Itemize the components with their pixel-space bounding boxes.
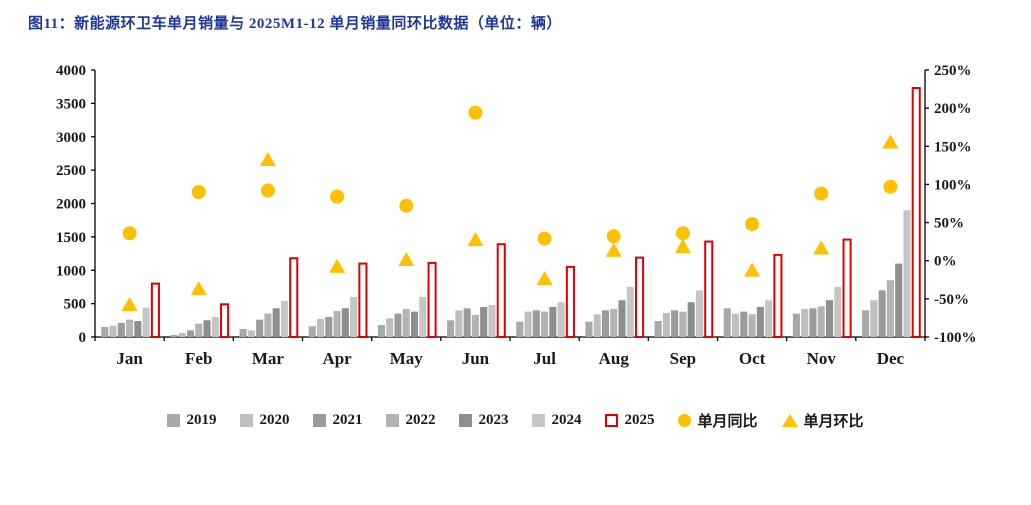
- legend-item-2020: 2020: [240, 412, 289, 429]
- legend-item-2021: 2021: [313, 412, 362, 429]
- legend-label-2023: 2023: [478, 412, 509, 428]
- svg-text:Jul: Jul: [533, 349, 556, 368]
- legend-label-2020: 2020: [259, 412, 290, 428]
- legend-item-2023: 2023: [459, 412, 508, 429]
- mom-marker: [329, 258, 346, 273]
- yoy-marker: [883, 179, 898, 194]
- svg-text:1000: 1000: [56, 263, 86, 279]
- yoy-marker: [330, 189, 345, 204]
- svg-text:Feb: Feb: [185, 349, 212, 368]
- legend-swatch-2024: [532, 414, 546, 427]
- yoy-marker: [537, 231, 552, 246]
- svg-text:250%: 250%: [934, 63, 972, 79]
- legend-item-2019: 2019: [167, 412, 216, 429]
- svg-text:Jun: Jun: [462, 349, 490, 368]
- legend-label-2024: 2024: [551, 412, 582, 428]
- yoy-marker: [814, 186, 829, 201]
- yoy-marker: [675, 226, 690, 241]
- yoy-marker: [122, 226, 137, 241]
- mom-marker: [190, 280, 207, 295]
- svg-text:500: 500: [64, 297, 87, 313]
- mom-marker: [121, 296, 138, 311]
- legend-swatch-2019: [167, 414, 181, 427]
- legend-item-mom: 单月环比: [781, 410, 864, 431]
- legend-label-mom: 单月环比: [803, 414, 864, 430]
- svg-text:100%: 100%: [934, 177, 972, 193]
- svg-text:3000: 3000: [56, 130, 86, 146]
- yoy-marker: [260, 183, 275, 198]
- svg-text:Sep: Sep: [670, 349, 696, 368]
- axis-labels: 0 500 1000 1500 2000 2500 3000 3500 4000 -100% -50…: [56, 63, 977, 368]
- legend-label-2025: 2025: [624, 412, 655, 428]
- svg-text:Oct: Oct: [739, 349, 766, 368]
- mom-marker: [882, 134, 899, 149]
- svg-text:-100%: -100%: [934, 330, 977, 346]
- svg-text:Nov: Nov: [807, 349, 837, 368]
- mom-marker: [813, 240, 830, 255]
- svg-text:3500: 3500: [56, 96, 86, 112]
- mom-marker: [536, 271, 553, 286]
- yoy-marker: [745, 217, 760, 232]
- svg-text:1500: 1500: [56, 230, 86, 246]
- svg-text:150%: 150%: [934, 139, 972, 155]
- legend-label-2022: 2022: [405, 412, 436, 428]
- svg-text:Dec: Dec: [877, 349, 905, 368]
- svg-text:200%: 200%: [934, 101, 972, 117]
- legend-swatch-2021: [313, 414, 327, 427]
- axes: [91, 69, 929, 341]
- svg-text:Jan: Jan: [116, 349, 143, 368]
- svg-text:50%: 50%: [934, 216, 964, 232]
- legend-item-2022: 2022: [386, 412, 435, 429]
- svg-text:Aug: Aug: [599, 349, 630, 368]
- page-title: 图11：新能源环卫车单月销量与 2025M1-12 单月销量同环比数据（单位：辆…: [28, 16, 562, 32]
- legend-label-yoy: 单月同比: [697, 414, 758, 430]
- svg-text:0%: 0%: [934, 254, 957, 270]
- mom-marker: [674, 238, 691, 253]
- markers: [121, 105, 899, 311]
- sales-chart: 0 500 1000 1500 2000 2500 3000 3500 4000 -100% -50…: [0, 35, 1031, 380]
- chart-canvas: 0 500 1000 1500 2000 2500 3000 3500 4000 -100% -50…: [56, 63, 977, 368]
- legend-swatch-2023: [459, 414, 473, 427]
- mom-marker: [398, 251, 415, 266]
- legend-item-2024: 2024: [532, 412, 581, 429]
- svg-text:4000: 4000: [56, 63, 86, 79]
- svg-text:Mar: Mar: [252, 349, 285, 368]
- svg-text:2000: 2000: [56, 197, 86, 213]
- legend-label-2019: 2019: [186, 412, 217, 428]
- mom-marker: [259, 152, 276, 167]
- legend-label-2021: 2021: [332, 412, 363, 428]
- mom-marker: [744, 262, 761, 277]
- svg-text:0: 0: [79, 330, 87, 346]
- svg-text:-50%: -50%: [934, 292, 969, 308]
- yoy-marker: [399, 198, 414, 213]
- yoy-marker: [606, 229, 621, 244]
- legend-swatch-2022: [386, 414, 400, 427]
- legend-item-2025: 2025: [605, 412, 654, 429]
- yoy-marker: [468, 105, 483, 120]
- svg-text:May: May: [390, 349, 424, 368]
- svg-text:2500: 2500: [56, 163, 86, 179]
- bars: [101, 87, 921, 339]
- mom-marker: [605, 242, 622, 257]
- yoy-marker: [191, 185, 206, 200]
- chart-legend: 2019 2020 2021 2022 2023 2024 2025 单月同比 …: [0, 410, 1031, 431]
- legend-mom-triangle-icon: [781, 414, 798, 427]
- mom-marker: [467, 232, 484, 247]
- legend-swatch-2025: [605, 414, 619, 427]
- svg-text:Apr: Apr: [322, 349, 352, 368]
- legend-item-yoy: 单月同比: [678, 410, 758, 431]
- legend-yoy-circle-icon: [678, 414, 692, 427]
- legend-swatch-2020: [240, 414, 254, 427]
